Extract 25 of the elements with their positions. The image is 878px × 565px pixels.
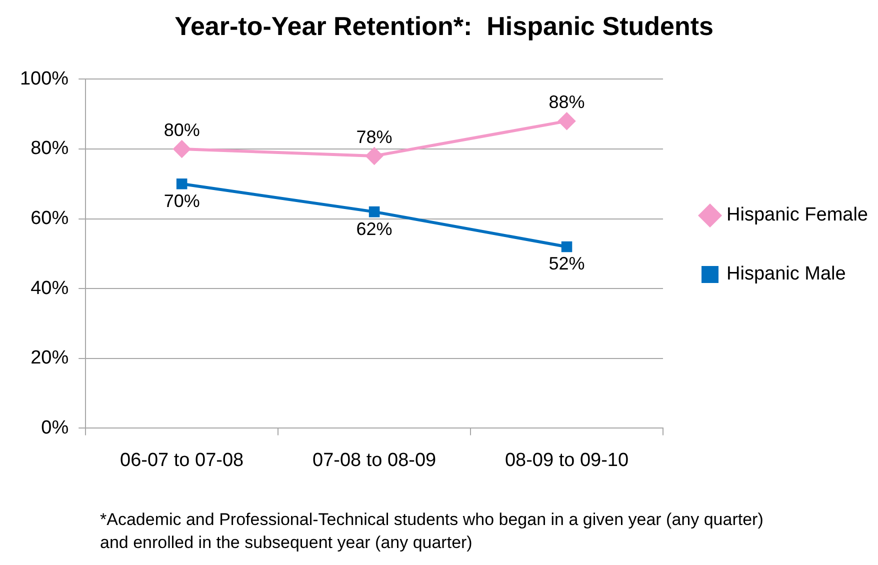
chart-title: Year-to-Year Retention*: Hispanic Students bbox=[174, 10, 714, 41]
point bbox=[176, 178, 188, 190]
data-label: 78% bbox=[356, 126, 392, 147]
data-label: 80% bbox=[164, 120, 200, 140]
x-tick-label: 06-07 to 07-08 bbox=[120, 450, 244, 471]
legend-label: Hispanic Female bbox=[726, 204, 868, 226]
text: *Academic and Professional-Technical students who began in a given year (any quarter) and enrolled in the subsequent year (any quarter) bbox=[100, 509, 764, 554]
point bbox=[558, 112, 576, 130]
legend-label: Hispanic Male bbox=[726, 264, 846, 285]
data-label: 70% bbox=[164, 190, 200, 211]
point bbox=[561, 241, 572, 252]
y-tick-label: 0% bbox=[41, 417, 69, 438]
data-label: 52% bbox=[548, 254, 585, 274]
data-label: 88% bbox=[548, 92, 585, 112]
x-tick-label: 08-09 to 09-10 bbox=[504, 450, 629, 471]
y-tick-label: 80% bbox=[30, 138, 69, 160]
y-tick-label: 60% bbox=[30, 208, 69, 230]
point bbox=[366, 147, 383, 164]
point bbox=[173, 140, 190, 158]
data-label: 62% bbox=[356, 218, 392, 239]
x-tick-label: 07-08 to 08-09 bbox=[312, 450, 436, 471]
y-tick-label: 40% bbox=[30, 278, 69, 299]
y-tick-label: 20% bbox=[30, 348, 69, 369]
y-tick-label: 100% bbox=[20, 68, 69, 90]
point bbox=[368, 206, 380, 218]
